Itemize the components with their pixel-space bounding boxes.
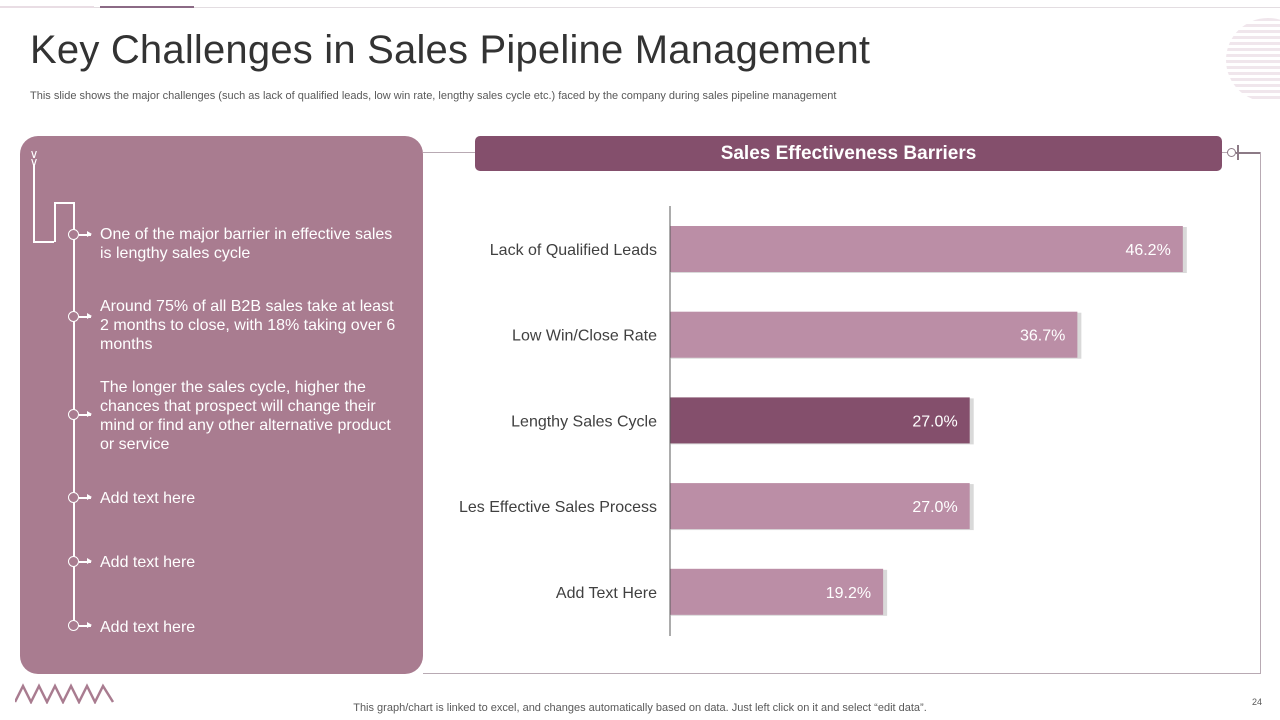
- bullet-text: The longer the sales cycle, higher the c…: [100, 379, 391, 453]
- bar: [670, 226, 1183, 272]
- bullet-text: Add text here: [100, 619, 196, 636]
- timeline-node-icon: [68, 492, 79, 503]
- bar-value-label: 27.0%: [912, 499, 957, 516]
- bar: [670, 397, 970, 444]
- arrow-right-icon: [79, 313, 92, 319]
- decorative-striped-circle: [1226, 18, 1280, 102]
- category-label: Lengthy Sales Cycle: [511, 413, 657, 430]
- category-label: Low Win/Close Rate: [512, 328, 657, 345]
- slide-title: Key Challenges in Sales Pipeline Managem…: [30, 28, 871, 72]
- bullet-text: Add text here: [100, 490, 196, 507]
- timeline-line: [54, 202, 74, 204]
- arrow-right-icon: [79, 231, 92, 237]
- timeline-node-icon: [68, 229, 79, 240]
- bullet-text: Add text here: [100, 554, 196, 571]
- connector-node-icon: [1227, 148, 1236, 157]
- bar: [670, 483, 970, 530]
- category-label: Les Effective Sales Process: [459, 499, 657, 516]
- slide-subtitle: This slide shows the major challenges (s…: [30, 90, 837, 102]
- timeline-node-icon: [68, 620, 79, 631]
- bar: [670, 311, 1078, 358]
- double-chevron-down-icon: ∨ ∨: [29, 147, 39, 169]
- chart-title: Sales Effectiveness Barriers: [475, 136, 1222, 171]
- footnote: This graph/chart is linked to excel, and…: [353, 702, 927, 714]
- zigzag-logo-icon: [15, 683, 115, 704]
- arrow-right-icon: [79, 411, 92, 417]
- timeline-line: [54, 202, 56, 242]
- arrow-right-icon: [79, 622, 92, 628]
- timeline-node-icon: [68, 409, 79, 420]
- bar-value-label: 19.2%: [826, 585, 871, 602]
- arrow-right-icon: [79, 558, 92, 564]
- category-label: Add Text Here: [556, 585, 657, 602]
- bullet-text: Around 75% of all B2B sales take at leas…: [100, 298, 396, 353]
- arrow-right-icon: [79, 494, 92, 500]
- top-tab-accent-active: [100, 6, 194, 8]
- connector-tick: [1237, 145, 1239, 160]
- category-label: Lack of Qualified Leads: [490, 242, 657, 259]
- timeline-line: [33, 164, 35, 242]
- challenges-panel: [20, 136, 423, 674]
- bar-value-label: 46.2%: [1125, 242, 1170, 259]
- timeline-line: [33, 241, 54, 243]
- top-tab-accent: [0, 6, 94, 8]
- bar: [670, 568, 884, 615]
- timeline-node-icon: [68, 556, 79, 567]
- bar-chart[interactable]: 46.2% Lack of Qualified Leads 36.7% Low Win…: [424, 180, 1244, 650]
- bar-value-label: 36.7%: [1020, 328, 1065, 345]
- connector-line: [1236, 152, 1260, 154]
- timeline-node-icon: [68, 311, 79, 322]
- bar-value-label: 27.0%: [912, 413, 957, 430]
- top-rule: [0, 7, 1280, 8]
- bullet-text: One of the major barrier in effective sa…: [100, 226, 393, 262]
- page-number: 24: [1252, 697, 1263, 707]
